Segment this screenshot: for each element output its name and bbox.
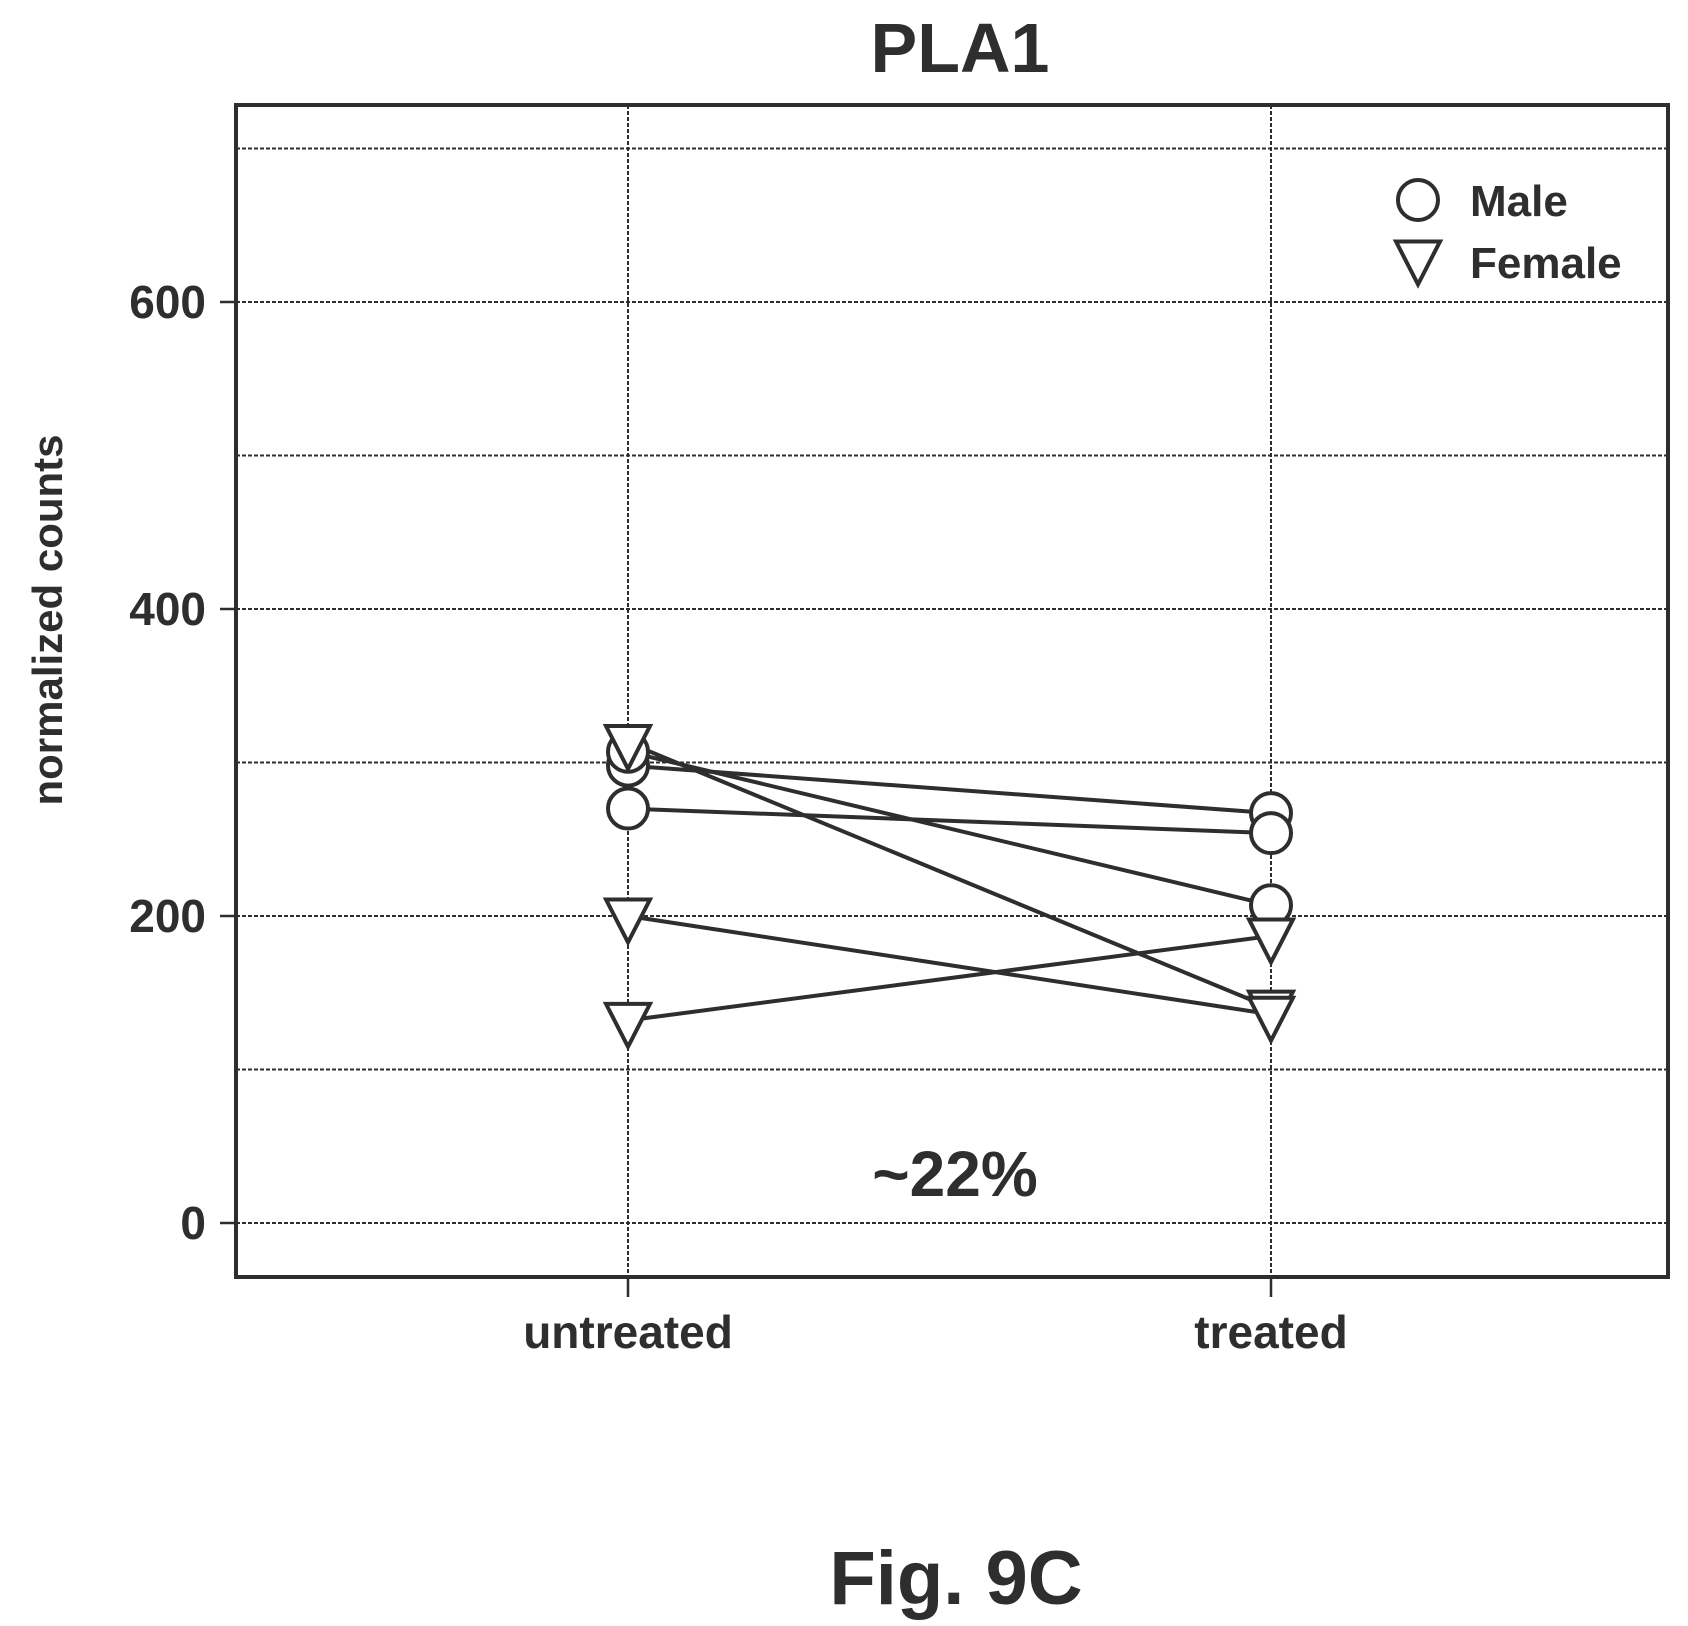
male-sample-line <box>627 749 1272 908</box>
legend: Male Female <box>1392 177 1622 289</box>
x-axis: untreated treated <box>523 1277 1348 1358</box>
y-axis-label: normalized counts <box>24 434 71 805</box>
grid <box>236 105 1668 1277</box>
y-tick-label: 200 <box>129 890 206 942</box>
y-tick-label: 600 <box>129 276 206 328</box>
female-point <box>1245 917 1297 967</box>
male-sample-line <box>627 806 1272 836</box>
female-point <box>602 1001 654 1052</box>
y-axis: 0 200 400 600 <box>129 276 236 1249</box>
percent-annotation: ~22% <box>872 1138 1037 1210</box>
x-tick-label: treated <box>1194 1306 1347 1358</box>
legend-label: Female <box>1470 239 1622 288</box>
x-tick-label: untreated <box>523 1306 733 1358</box>
female-sample-line <box>627 933 1272 1023</box>
legend-male-marker <box>1396 178 1440 222</box>
legend-female-marker <box>1392 239 1444 289</box>
plot-frame <box>234 103 1670 1279</box>
female-point <box>1245 995 1297 1046</box>
male-point <box>606 786 650 831</box>
legend-label: Male <box>1470 177 1568 226</box>
chart-title: PLA1 <box>871 9 1050 87</box>
y-tick-label: 0 <box>180 1197 206 1249</box>
female-sample-line <box>627 914 1272 1017</box>
female-point <box>602 724 654 774</box>
male-sample-line <box>627 763 1272 816</box>
figure-caption: Fig. 9C <box>829 1536 1082 1621</box>
y-tick-label: 400 <box>129 583 206 635</box>
female-sample-line <box>627 740 1272 1010</box>
male-point <box>1249 811 1293 856</box>
female-point <box>602 897 654 947</box>
series <box>602 724 1297 1052</box>
